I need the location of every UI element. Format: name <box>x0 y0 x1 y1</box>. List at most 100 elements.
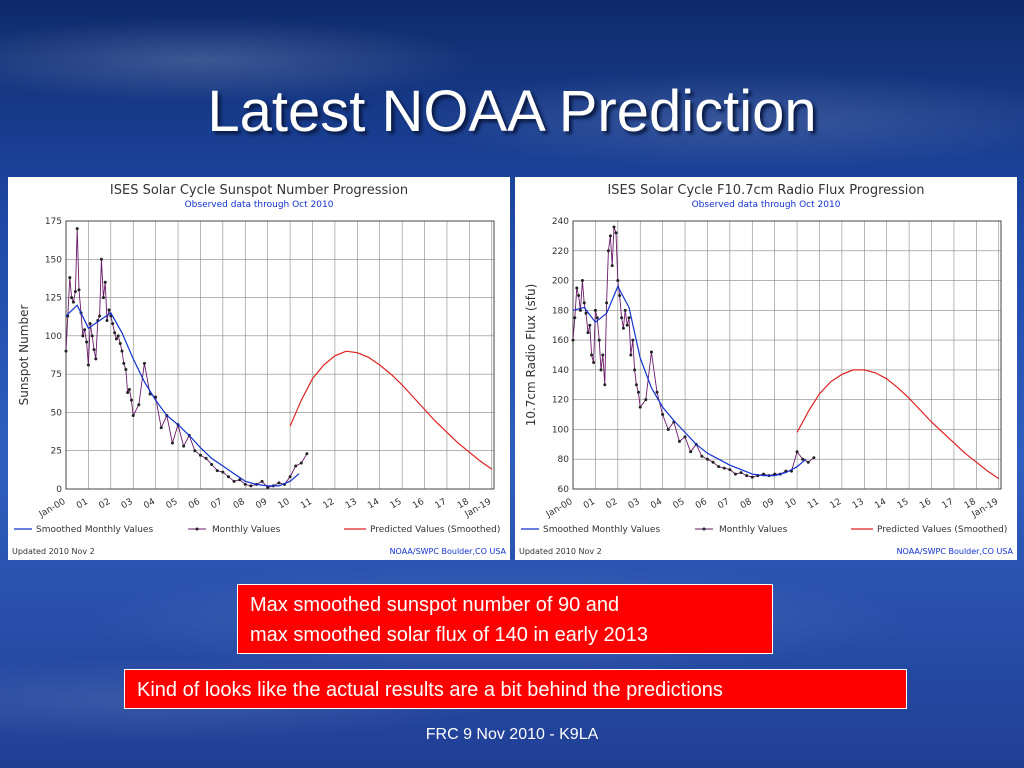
sunspot-x-tick-label: 15 <box>389 497 404 511</box>
flux-x-tick-label: 13 <box>851 497 866 511</box>
sunspot-monthly-point <box>232 479 236 483</box>
sunspot-legend-monthly-marker <box>195 527 199 531</box>
sunspot-monthly-point <box>86 363 90 367</box>
flux-x-tick-label: 01 <box>582 497 597 511</box>
sunspot-monthly-point <box>81 334 85 338</box>
flux-monthly-point <box>689 450 693 454</box>
flux-monthly-point <box>629 353 633 357</box>
sunspot-y-axis-label: Sunspot Number <box>17 305 31 406</box>
sunspot-monthly-point <box>260 479 264 483</box>
sunspot-monthly-point <box>215 469 219 473</box>
flux-y-tick-label: 80 <box>558 455 570 465</box>
flux-monthly-point <box>806 460 810 464</box>
sunspot-x-tick-label: 03 <box>120 497 135 511</box>
sunspot-monthly-point <box>226 475 230 479</box>
flux-y-tick-label: 240 <box>552 217 569 227</box>
flux-x-tick-label: 07 <box>716 497 731 511</box>
flux-monthly-point <box>595 316 599 320</box>
flux-monthly-point <box>717 465 721 469</box>
flux-monthly-point <box>612 225 616 229</box>
flux-updated-label: Updated 2010 Nov 2 <box>519 547 602 556</box>
sunspot-legend-smoothed-label: Smoothed Monthly Values <box>36 525 153 535</box>
flux-monthly-point <box>573 316 577 320</box>
sunspot-monthly-point <box>70 296 74 300</box>
sunspot-smoothed-line <box>65 304 300 487</box>
sunspot-legend-monthly-label: Monthly Values <box>212 525 281 535</box>
sunspot-x-tick-label: 07 <box>209 497 224 511</box>
flux-x-tick-label: 05 <box>672 497 687 511</box>
sunspot-monthly-point <box>90 334 94 338</box>
sunspot-y-tick-label: 150 <box>45 255 62 265</box>
sunspot-monthly-point <box>103 280 107 284</box>
flux-monthly-point <box>578 308 582 312</box>
sunspot-x-tick-label: 05 <box>165 497 180 511</box>
sunspot-x-tick-label: 02 <box>97 497 112 511</box>
flux-y-axis-label: 10.7cm Radio Flux (sfu) <box>524 284 538 427</box>
flux-monthly-point <box>605 301 609 305</box>
sunspot-monthly-point <box>122 361 126 365</box>
flux-monthly-point <box>728 468 732 472</box>
sunspot-y-tick-label: 25 <box>51 447 62 457</box>
flux-monthly-point <box>608 234 612 238</box>
sunspot-monthly-point <box>137 403 141 407</box>
max-prediction-callout: Max smoothed sunspot number of 90 and ma… <box>237 584 773 654</box>
sunspot-monthly-point <box>88 322 92 326</box>
sunspot-monthly-point <box>277 481 281 485</box>
sunspot-y-tick-label: 125 <box>45 294 62 304</box>
sunspot-x-tick-label: 04 <box>142 497 157 512</box>
sunspot-chart-title: ISES Solar Cycle Sunspot Number Progress… <box>110 183 408 198</box>
flux-x-tick-label: 06 <box>694 497 709 512</box>
slide-footer: FRC 9 Nov 2010 - K9LA <box>425 726 599 743</box>
sunspot-monthly-point <box>288 475 292 479</box>
sunspot-monthly-point <box>249 484 253 488</box>
flux-monthly-point <box>661 413 665 417</box>
flux-monthly-point <box>649 350 653 354</box>
flux-monthly-point <box>590 353 594 357</box>
sunspot-monthly-point <box>94 357 98 361</box>
flux-monthly-point <box>631 338 635 342</box>
flux-legend-smoothed-label: Smoothed Monthly Values <box>543 525 660 535</box>
sunspot-monthly-point <box>238 478 242 482</box>
flux-monthly-point <box>633 368 637 372</box>
flux-monthly-point <box>705 457 709 461</box>
flux-monthly-point <box>614 231 618 235</box>
flux-chart-title: ISES Solar Cycle F10.7cm Radio Flux Prog… <box>607 183 924 198</box>
sunspot-x-tick-label: 17 <box>434 497 449 511</box>
sunspot-monthly-point <box>114 337 118 341</box>
sunspot-monthly-point <box>170 441 174 445</box>
sunspot-plot-frame <box>65 220 495 490</box>
sunspot-monthly-point <box>68 276 72 280</box>
flux-monthly-point <box>592 360 596 364</box>
sunspot-monthly-point <box>299 461 303 465</box>
flux-predicted-line <box>796 369 1000 480</box>
flux-x-tick-label: 08 <box>739 497 754 512</box>
sunspot-monthly-point <box>131 413 135 417</box>
sunspot-x-tick-label: 10 <box>277 497 292 512</box>
flux-monthly-point <box>700 454 704 458</box>
flux-x-tick-label: 10 <box>784 497 799 512</box>
sunspot-monthly-point <box>294 464 298 468</box>
flux-y-tick-label: 180 <box>552 306 569 316</box>
sunspot-monthly-point <box>193 449 197 453</box>
sunspot-monthly-point <box>182 444 186 448</box>
flux-x-tick-label: 09 <box>761 497 776 512</box>
sunspot-monthly-point <box>154 395 158 399</box>
flux-plot-frame <box>572 220 1002 490</box>
flux-monthly-point <box>618 293 622 297</box>
sunspot-monthly-point <box>243 482 247 486</box>
sunspot-x-tick-label: 16 <box>411 497 426 512</box>
flux-monthly-point <box>616 279 620 283</box>
flux-monthly-point <box>683 435 687 439</box>
sunspot-monthly-point <box>221 470 225 474</box>
flux-monthly-point <box>750 475 754 479</box>
flux-legend-monthly-marker <box>702 527 706 531</box>
flux-monthly-point <box>638 405 642 409</box>
sunspot-x-tick-label: 06 <box>187 497 202 512</box>
sunspot-monthly-point <box>305 452 309 456</box>
flux-monthly-point <box>625 323 629 327</box>
callout-line-2: max smoothed solar flux of 140 in early … <box>250 624 648 646</box>
sunspot-monthly-point <box>99 257 103 261</box>
flux-monthly-point <box>733 472 737 476</box>
sunspot-monthly-point <box>198 453 202 457</box>
sunspot-monthly-point <box>85 340 89 344</box>
